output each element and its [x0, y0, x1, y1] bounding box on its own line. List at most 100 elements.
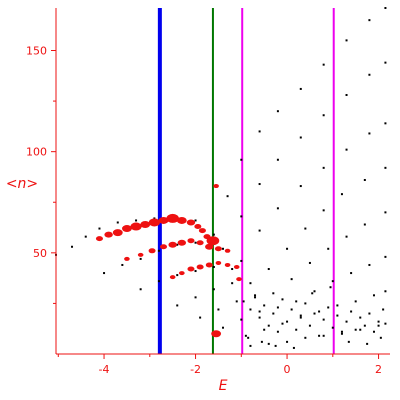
- data-point: [354, 328, 357, 331]
- red-data-point: [206, 236, 220, 246]
- data-point: [231, 282, 234, 285]
- data-point: [384, 211, 387, 214]
- data-point: [350, 310, 353, 313]
- data-point: [363, 324, 366, 327]
- red-data-point: [187, 266, 195, 272]
- data-point: [258, 130, 261, 133]
- data-point: [308, 261, 311, 264]
- data-point: [308, 324, 311, 327]
- data-point: [258, 229, 261, 232]
- data-point: [329, 286, 332, 289]
- data-point: [318, 310, 321, 313]
- data-point: [318, 334, 321, 337]
- data-point: [276, 158, 279, 161]
- data-point: [276, 207, 279, 210]
- data-point: [212, 265, 215, 268]
- data-point: [222, 247, 224, 250]
- data-point: [359, 328, 362, 331]
- data-point: [212, 233, 215, 236]
- data-point: [249, 282, 252, 285]
- data-point: [276, 110, 279, 113]
- data-point: [368, 312, 371, 315]
- data-point: [84, 235, 87, 238]
- data-point: [286, 340, 289, 343]
- x-tick-label: -4: [99, 363, 110, 376]
- red-data-point: [168, 241, 177, 248]
- data-point: [249, 308, 252, 311]
- data-point: [350, 272, 353, 275]
- data-point: [313, 312, 316, 315]
- data-point: [286, 247, 289, 250]
- data-point: [345, 148, 348, 151]
- x-tick-label: 2: [375, 363, 382, 376]
- data-point: [336, 304, 339, 307]
- data-point: [366, 342, 369, 345]
- data-point: [139, 288, 142, 291]
- red-data-point: [169, 275, 176, 280]
- data-point: [336, 314, 339, 317]
- data-point: [313, 290, 316, 293]
- x-axis-label: E: [219, 378, 228, 394]
- data-point: [272, 312, 275, 315]
- data-point: [322, 63, 325, 66]
- data-point: [263, 328, 266, 331]
- data-point: [240, 158, 243, 161]
- tick-marks: -4 -2 0 2 50 100 150: [26, 44, 382, 376]
- data-point: [258, 316, 261, 319]
- data-point: [377, 320, 380, 323]
- red-data-point: [158, 216, 169, 224]
- red-data-point: [177, 239, 187, 246]
- data-point: [340, 332, 343, 335]
- data-point: [217, 308, 220, 311]
- data-point: [384, 290, 387, 293]
- red-data-point: [196, 264, 204, 270]
- data-point: [345, 235, 348, 238]
- data-point: [281, 298, 284, 301]
- data-point: [295, 328, 298, 331]
- data-point: [194, 241, 197, 244]
- red-data-point: [224, 248, 231, 253]
- data-point: [290, 278, 293, 281]
- data-point: [153, 217, 156, 220]
- axes: [55, 8, 390, 355]
- data-point: [240, 259, 243, 262]
- data-point: [363, 223, 366, 226]
- data-point: [247, 336, 250, 339]
- data-point: [311, 292, 314, 295]
- data-point: [276, 306, 279, 309]
- data-point: [176, 243, 179, 246]
- data-point: [235, 300, 238, 303]
- red-data-point: [196, 240, 204, 246]
- red-data-point: [140, 221, 151, 229]
- data-point: [157, 249, 160, 252]
- data-point: [267, 268, 270, 271]
- red-data-point: [205, 262, 213, 268]
- data-point: [276, 330, 279, 333]
- x-tick-label: 0: [284, 363, 291, 376]
- data-point: [340, 193, 343, 196]
- data-point: [254, 296, 257, 299]
- data-point: [116, 221, 119, 224]
- data-point: [384, 7, 387, 9]
- data-point: [331, 280, 334, 283]
- red-data-point: [211, 330, 222, 338]
- data-point: [345, 320, 348, 323]
- data-point: [135, 219, 138, 222]
- data-point: [249, 344, 252, 347]
- data-point: [240, 318, 243, 321]
- data-point: [194, 270, 197, 273]
- data-point: [98, 227, 101, 230]
- data-point: [242, 300, 245, 303]
- data-point: [327, 306, 330, 309]
- data-point: [260, 340, 263, 343]
- data-point: [290, 308, 293, 311]
- data-point: [157, 280, 160, 283]
- data-point: [103, 272, 106, 275]
- data-points: [55, 7, 387, 349]
- y-tick-label: 50: [33, 247, 47, 260]
- data-point: [254, 294, 257, 297]
- red-data-point: [186, 219, 196, 226]
- data-point: [377, 324, 380, 327]
- red-data-point: [176, 216, 187, 224]
- data-point: [299, 185, 302, 188]
